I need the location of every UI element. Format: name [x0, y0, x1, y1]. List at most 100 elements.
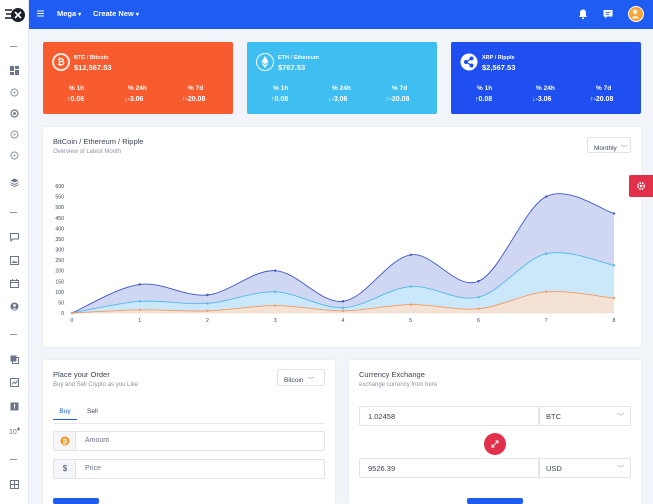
- chart-icon[interactable]: [10, 378, 19, 387]
- order-submit-button[interactable]: [53, 498, 99, 504]
- y-tick-label: 100: [55, 290, 64, 296]
- exchange-submit-button[interactable]: [467, 498, 523, 504]
- series-point-1: [206, 302, 209, 305]
- price-addon: $: [54, 460, 76, 478]
- menu-create-new[interactable]: Create New ▾: [93, 9, 139, 18]
- gear-icon: [636, 181, 646, 191]
- series-point-0: [341, 300, 345, 303]
- series-point-2: [274, 304, 277, 307]
- swap-icon: [491, 440, 499, 448]
- avatar[interactable]: [628, 6, 644, 22]
- coin-card-btc[interactable]: ₿ BTC / Bitcoin $12,567.53 % 1h % 24h % …: [43, 42, 233, 114]
- circle-icon[interactable]: [10, 88, 19, 97]
- circle-icon[interactable]: [10, 130, 19, 139]
- circle-icon[interactable]: [10, 151, 19, 160]
- series-point-0: [274, 269, 277, 272]
- chart-card: BitCoin / Ethereum / Ripple Overview of …: [43, 127, 641, 347]
- to-amount-input[interactable]: 9526.39: [359, 458, 539, 478]
- stat-value: ↑-20.08: [182, 96, 206, 103]
- y-tick-label: 400: [55, 226, 64, 232]
- dashboard-icon[interactable]: [10, 66, 19, 75]
- series-point-1: [409, 285, 412, 288]
- period-label: Monthly: [594, 145, 617, 152]
- svg-text:₿: ₿: [57, 57, 64, 67]
- exchange-title: Currency Exchange: [359, 370, 425, 379]
- menu-mega[interactable]: Mega ▾: [57, 9, 81, 18]
- y-tick-label: 150: [55, 279, 64, 285]
- series-point-1: [545, 252, 548, 255]
- coin-dropdown[interactable]: Bitcoin ﹀: [277, 369, 325, 386]
- order-subtitle: Buy and Sell Crypto as you Like: [53, 382, 139, 388]
- hamburger-icon[interactable]: [36, 9, 45, 18]
- coin-label: Bitcoin: [284, 377, 304, 384]
- amount-addon: ₿: [54, 432, 76, 450]
- y-tick-label: 200: [55, 269, 64, 275]
- series-point-1: [341, 306, 345, 309]
- stat-value: ↑-20.08: [386, 96, 410, 103]
- tab-buy[interactable]: Buy: [53, 408, 77, 420]
- bell-icon[interactable]: [577, 8, 589, 20]
- series-area-2: [72, 291, 614, 313]
- top-navbar: Mega ▾ Create New ▾: [29, 0, 653, 29]
- coin-price: $12,567.53: [74, 63, 112, 72]
- stat-value: ↑0.08: [475, 96, 493, 103]
- series-point-2: [341, 309, 345, 313]
- settings-button[interactable]: [629, 175, 653, 197]
- calendar-icon[interactable]: [10, 279, 19, 288]
- series-point-1: [138, 300, 141, 303]
- tab-sell[interactable]: Sell: [87, 408, 98, 415]
- y-tick-label: 450: [55, 216, 64, 222]
- swap-button[interactable]: [484, 433, 506, 455]
- x-tick-label: 2: [206, 318, 209, 324]
- x-tick-label: 5: [409, 318, 412, 324]
- image-icon[interactable]: [10, 256, 19, 265]
- coin-card-xrp[interactable]: XRP / Ripple $2,567.53 % 1h % 24h % 7d ↑…: [451, 42, 641, 114]
- series-point-2: [612, 296, 616, 300]
- comment-icon[interactable]: [10, 233, 19, 242]
- table-icon[interactable]: [10, 480, 19, 489]
- alert-icon[interactable]: [10, 402, 19, 411]
- badge-icon[interactable]: 10: [9, 426, 21, 435]
- series-point-2: [409, 303, 412, 306]
- to-currency-select[interactable]: USD ﹀: [539, 458, 631, 478]
- amount-field[interactable]: ₿ Amount: [53, 431, 325, 451]
- from-currency-select[interactable]: BTC ﹀: [539, 406, 631, 426]
- ethereum-icon: [256, 53, 274, 71]
- stat-label: % 7d: [188, 85, 204, 92]
- from-amount-input[interactable]: 1.02458: [359, 406, 539, 426]
- sidebar-divider: [10, 46, 17, 47]
- chevron-down-icon: ▾: [78, 12, 82, 18]
- series-point-2: [138, 308, 141, 312]
- sidebar-divider: [10, 459, 17, 460]
- menu-mega-label: Mega: [57, 9, 77, 18]
- series-point-0: [477, 280, 480, 283]
- coin-name: ETH / Ethereum: [278, 55, 319, 61]
- period-dropdown[interactable]: Monthly ﹀: [587, 137, 631, 153]
- stat-label: % 1h: [69, 85, 85, 92]
- series-point-0: [206, 293, 209, 297]
- coin-price: $767.53: [278, 63, 306, 72]
- exchange-card: Currency Exchange exchange currency from…: [349, 360, 641, 504]
- user-icon[interactable]: [10, 302, 19, 311]
- chat-icon[interactable]: [602, 8, 614, 20]
- stat-label: % 24h: [536, 85, 555, 92]
- to-currency-label: USD: [546, 464, 562, 473]
- series-point-0: [409, 253, 412, 256]
- bitcoin-icon: ₿: [60, 436, 70, 446]
- layers-icon[interactable]: [10, 178, 19, 187]
- series-point-2: [206, 309, 209, 313]
- logo[interactable]: [4, 6, 26, 24]
- circle-icon[interactable]: [10, 109, 19, 118]
- copy-icon[interactable]: [10, 355, 19, 364]
- x-tick-label: 6: [477, 318, 480, 324]
- exchange-subtitle: exchange currency from here: [359, 382, 438, 388]
- y-tick-label: 250: [55, 258, 64, 264]
- coin-price: $2,567.53: [482, 63, 516, 72]
- coin-card-eth[interactable]: ETH / Ethereum $767.53 % 1h % 24h % 7d ↑…: [247, 42, 437, 114]
- series-point-2: [477, 307, 480, 310]
- chevron-down-icon: ﹀: [620, 145, 628, 152]
- chart-title: BitCoin / Ethereum / Ripple: [53, 137, 144, 146]
- y-tick-label: 550: [55, 195, 64, 201]
- price-field[interactable]: $ Price: [53, 459, 325, 479]
- stat-label: % 24h: [128, 85, 147, 92]
